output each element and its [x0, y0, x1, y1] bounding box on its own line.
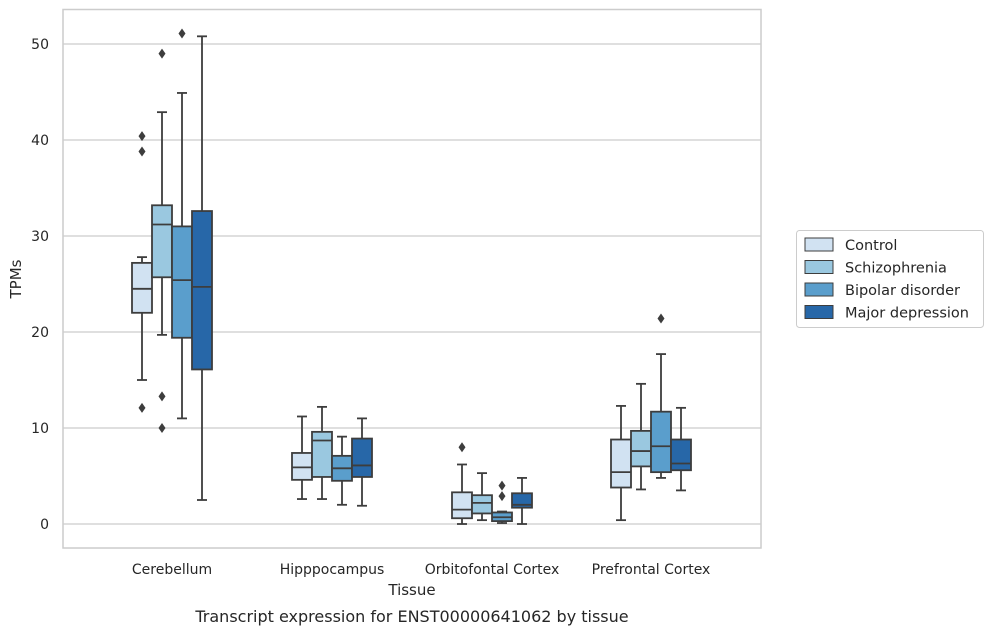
- box-group: [491, 480, 513, 524]
- box: [351, 437, 373, 478]
- box-group: [610, 405, 632, 522]
- x-axis-ticks: Cerebellum Hipppocampus Orbitofontal Corte…: [132, 562, 710, 578]
- chart-caption: Transcript expression for ENST0000064106…: [194, 607, 628, 626]
- box-group: [191, 35, 213, 501]
- box: [670, 438, 692, 472]
- box: [191, 210, 213, 371]
- legend-swatch: [804, 237, 834, 252]
- box: [291, 452, 313, 481]
- box: [311, 430, 333, 478]
- y-tick-label: 20: [31, 325, 49, 341]
- y-tick-label: 10: [31, 421, 49, 437]
- legend-swatch: [804, 282, 834, 297]
- y-tick-label: 40: [31, 133, 49, 149]
- box: [471, 494, 493, 515]
- y-tick-label: 30: [31, 229, 49, 245]
- outlier-point: [178, 28, 186, 39]
- outlier-point: [458, 442, 466, 453]
- outlier-point: [498, 491, 506, 502]
- x-tick-label: Prefrontal Cortex: [592, 562, 711, 578]
- legend-frame: [796, 230, 984, 328]
- outlier-point: [138, 402, 146, 413]
- box-group: [471, 472, 493, 522]
- box-group: [171, 28, 193, 420]
- box: [151, 204, 173, 279]
- outlier-point: [138, 146, 146, 157]
- legend-label: Schizophrenia: [845, 261, 947, 277]
- legend-swatch: [804, 260, 834, 274]
- x-tick-label: Orbitofontal Cortex: [425, 562, 560, 578]
- x-tick-label: Cerebellum: [132, 562, 212, 578]
- box: [131, 261, 153, 314]
- outlier-point: [657, 313, 665, 324]
- legend-label: Bipolar disorder: [845, 283, 960, 299]
- outlier-point: [138, 131, 146, 142]
- outlier-point: [498, 480, 506, 491]
- x-axis-title: Tissue: [387, 581, 435, 599]
- box: [171, 225, 193, 339]
- legend-label: Control: [845, 238, 897, 254]
- legend-swatch: [804, 305, 834, 319]
- box-group: [131, 131, 153, 413]
- y-axis-ticks: 0 10 20 30 40 50: [31, 37, 49, 533]
- outlier-point: [158, 423, 166, 433]
- box-group: [451, 442, 473, 525]
- box-group: [511, 477, 533, 525]
- box: [630, 429, 652, 468]
- box-group: [151, 48, 173, 433]
- plot-area-frame: [62, 8, 762, 549]
- box-group: [351, 417, 373, 507]
- box: [451, 491, 473, 520]
- box-group: [650, 313, 672, 479]
- outlier-point: [158, 48, 166, 59]
- legend: Control Schizophrenia Bipolar disorder Majo…: [796, 230, 984, 328]
- legend-label: Major depression: [845, 306, 969, 322]
- boxes: [131, 28, 692, 525]
- box: [610, 438, 632, 489]
- box-group: [331, 435, 353, 506]
- box-group: [291, 415, 313, 500]
- box-group: [630, 382, 652, 491]
- box: [650, 410, 672, 474]
- x-tick-label: Hipppocampus: [280, 562, 385, 578]
- box-group: [311, 405, 333, 500]
- box-group: [670, 406, 692, 492]
- outlier-point: [158, 391, 166, 402]
- y-tick-label: 0: [40, 517, 49, 533]
- y-tick-label: 50: [31, 37, 49, 53]
- y-axis-title: TPMs: [7, 259, 25, 299]
